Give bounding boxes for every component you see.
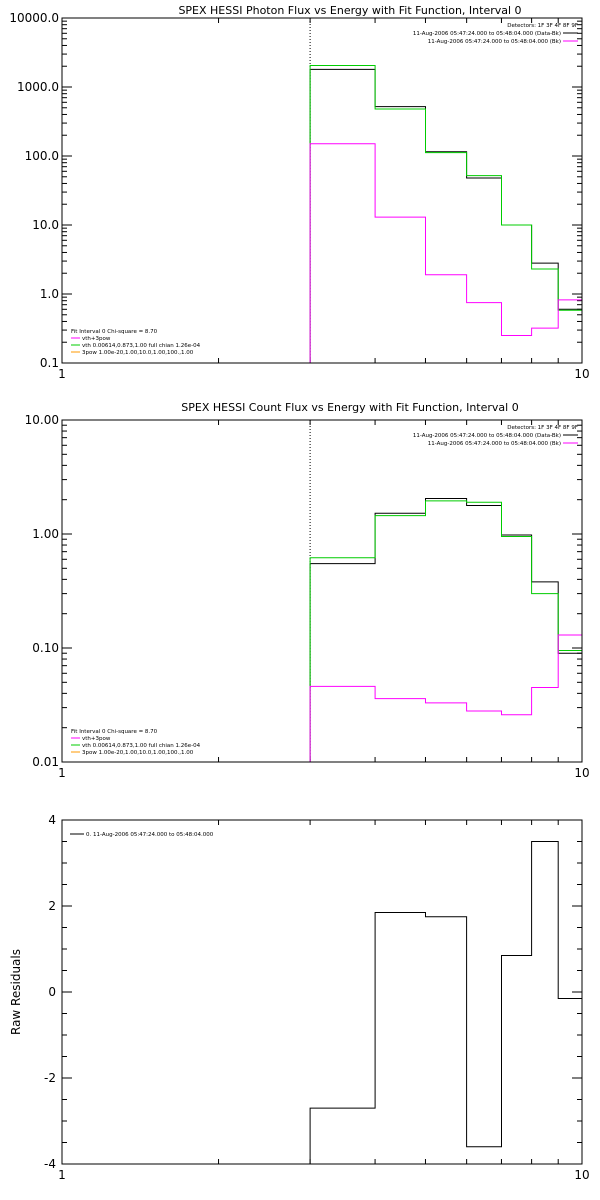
photon-flux-title: SPEX HESSI Photon Flux vs Energy with Fi… <box>178 4 521 17</box>
photon-bk-label: 11-Aug-2006 05:47:24.000 to 05:48:04.000… <box>428 39 561 45</box>
photon-series-0 <box>309 68 583 363</box>
photon-y-tick-label: 1.0 <box>40 287 59 301</box>
photon-fit-interval-label: Fit Interval 0 Chi-square = 8.70 <box>71 329 158 335</box>
count-y-tick-label: 10.00 <box>25 413 59 427</box>
photon-vth-label: vth 0.00614,0.873,1.00 full chian 1.26e-… <box>82 343 201 349</box>
residuals-y-tick-label: 2 <box>48 899 56 913</box>
residuals-legend-label: 0. 11-Aug-2006 05:47:24.000 to 05:48:04.… <box>86 832 214 838</box>
photon-x-tick-label: 10 <box>574 367 589 381</box>
photon-fit-model-label: vth+3pow <box>82 336 111 342</box>
photon-flux-panel: SPEX HESSI Photon Flux vs Energy with Fi… <box>9 4 589 381</box>
count-vth-label: vth 0.00614,0.873,1.00 full chian 1.26e-… <box>82 743 201 749</box>
photon-x-tick-label: 1 <box>58 367 66 381</box>
photon-detectors-label: Detectors: 1F 3F 4F 8F 9F <box>507 23 578 29</box>
photon-databk-label: 11-Aug-2006 05:47:24.000 to 05:48:04.000… <box>413 31 561 37</box>
residuals-series-0 <box>309 841 582 1164</box>
photon-series-1 <box>309 65 583 363</box>
count-databk-label: 11-Aug-2006 05:47:24.000 to 05:48:04.000… <box>413 433 561 439</box>
photon-3pow-label: 3pow 1.00e-20,1.00,10.0,1.00,100.,1.00 <box>82 350 194 356</box>
count-series-1 <box>309 500 583 762</box>
count-fit-interval-label: Fit Interval 0 Chi-square = 8.70 <box>71 729 158 735</box>
photon-y-tick-label: 100.0 <box>25 149 59 163</box>
count-3pow-label: 3pow 1.00e-20,1.00,10.0,1.00,100.,1.00 <box>82 750 194 756</box>
residuals-x-tick-label: 1 <box>58 1168 66 1182</box>
count-y-tick-label: 0.01 <box>32 755 59 769</box>
residuals-y-axis-label: Raw Residuals <box>9 949 23 1035</box>
count-detectors-label: Detectors: 1F 3F 4F 8F 9F <box>507 425 578 431</box>
photon-series-2 <box>309 143 583 363</box>
residuals-y-tick-label: -2 <box>44 1071 56 1085</box>
count-series-2 <box>309 634 583 762</box>
count-bk-label: 11-Aug-2006 05:47:24.000 to 05:48:04.000… <box>428 441 561 447</box>
count-y-tick-label: 0.10 <box>32 641 59 655</box>
residuals-x-tick-label: 10 <box>574 1168 589 1182</box>
residuals-y-tick-label: 0 <box>48 985 56 999</box>
photon-flux-plot-frame <box>61 17 583 364</box>
count-flux-title: SPEX HESSI Count Flux vs Energy with Fit… <box>181 401 518 414</box>
residuals-y-tick-label: -4 <box>44 1157 56 1171</box>
count-x-tick-label: 1 <box>58 766 66 780</box>
count-x-tick-label: 10 <box>574 766 589 780</box>
count-flux-plot-frame <box>61 419 583 763</box>
count-series-0 <box>309 498 583 762</box>
photon-y-tick-label: 0.1 <box>40 356 59 370</box>
count-flux-panel: SPEX HESSI Count Flux vs Energy with Fit… <box>25 401 590 780</box>
residuals-plot-frame <box>61 819 583 1165</box>
count-y-tick-label: 1.00 <box>32 527 59 541</box>
photon-y-tick-label: 10000.0 <box>9 11 59 25</box>
count-fit-model-label: vth+3pow <box>82 736 111 742</box>
residuals-y-tick-label: 4 <box>48 813 56 827</box>
photon-y-tick-label: 10.0 <box>32 218 59 232</box>
residuals-panel: 1 10 -4 -2 0 2 4 Raw Residuals 0. 11-Aug-2006 … <box>9 813 590 1182</box>
photon-y-tick-label: 1000.0 <box>17 80 59 94</box>
